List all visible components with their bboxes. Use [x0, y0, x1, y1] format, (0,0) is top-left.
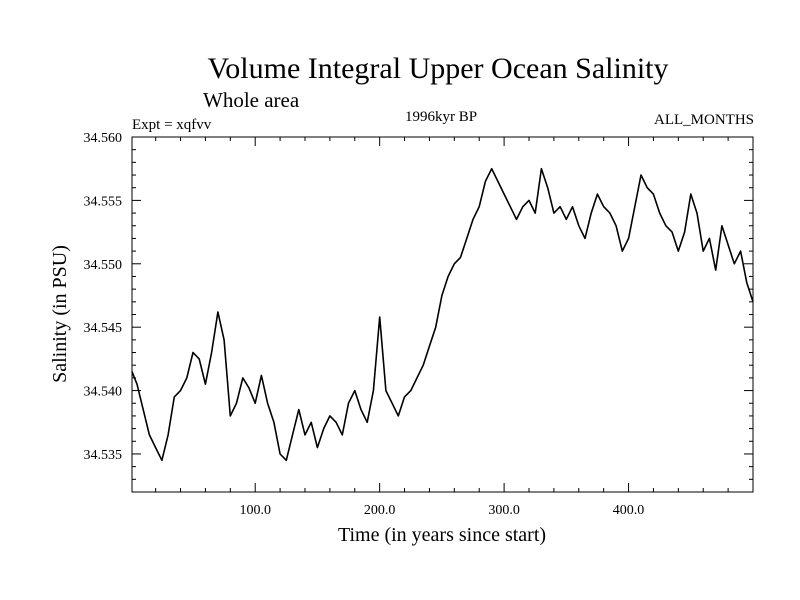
months-label: ALL_MONTHS — [654, 112, 754, 128]
plot-frame — [131, 136, 754, 493]
chart-title: Volume Integral Upper Ocean Salinity — [208, 52, 669, 85]
chart-subtitle: Whole area — [203, 88, 300, 112]
y-axis-label: Salinity (in PSU) — [49, 245, 71, 383]
x-axis-label: Time (in years since start) — [338, 524, 546, 546]
expt-label: Expt = xqfvv — [132, 117, 212, 133]
y-tick-label: 34.545 — [84, 321, 123, 336]
period-label: 1996kyr BP — [405, 109, 477, 125]
y-tick-label: 34.560 — [84, 131, 123, 146]
salinity-series-line — [131, 167, 754, 462]
x-tick-label: 100.0 — [239, 503, 271, 518]
x-tick-label: 400.0 — [613, 503, 645, 518]
y-tick-label: 34.540 — [84, 385, 123, 400]
y-tick-label: 34.535 — [84, 448, 123, 463]
x-tick-label: 300.0 — [488, 503, 520, 518]
x-tick-label: 200.0 — [364, 503, 396, 518]
y-tick-label: 34.550 — [84, 258, 123, 273]
y-tick-label: 34.555 — [84, 194, 123, 209]
x-axis: 100.0 200.0 300.0 400.0 — [155, 137, 729, 518]
y-axis: 34.535 34.540 34.545 34.550 34.555 34.560 — [84, 131, 753, 493]
